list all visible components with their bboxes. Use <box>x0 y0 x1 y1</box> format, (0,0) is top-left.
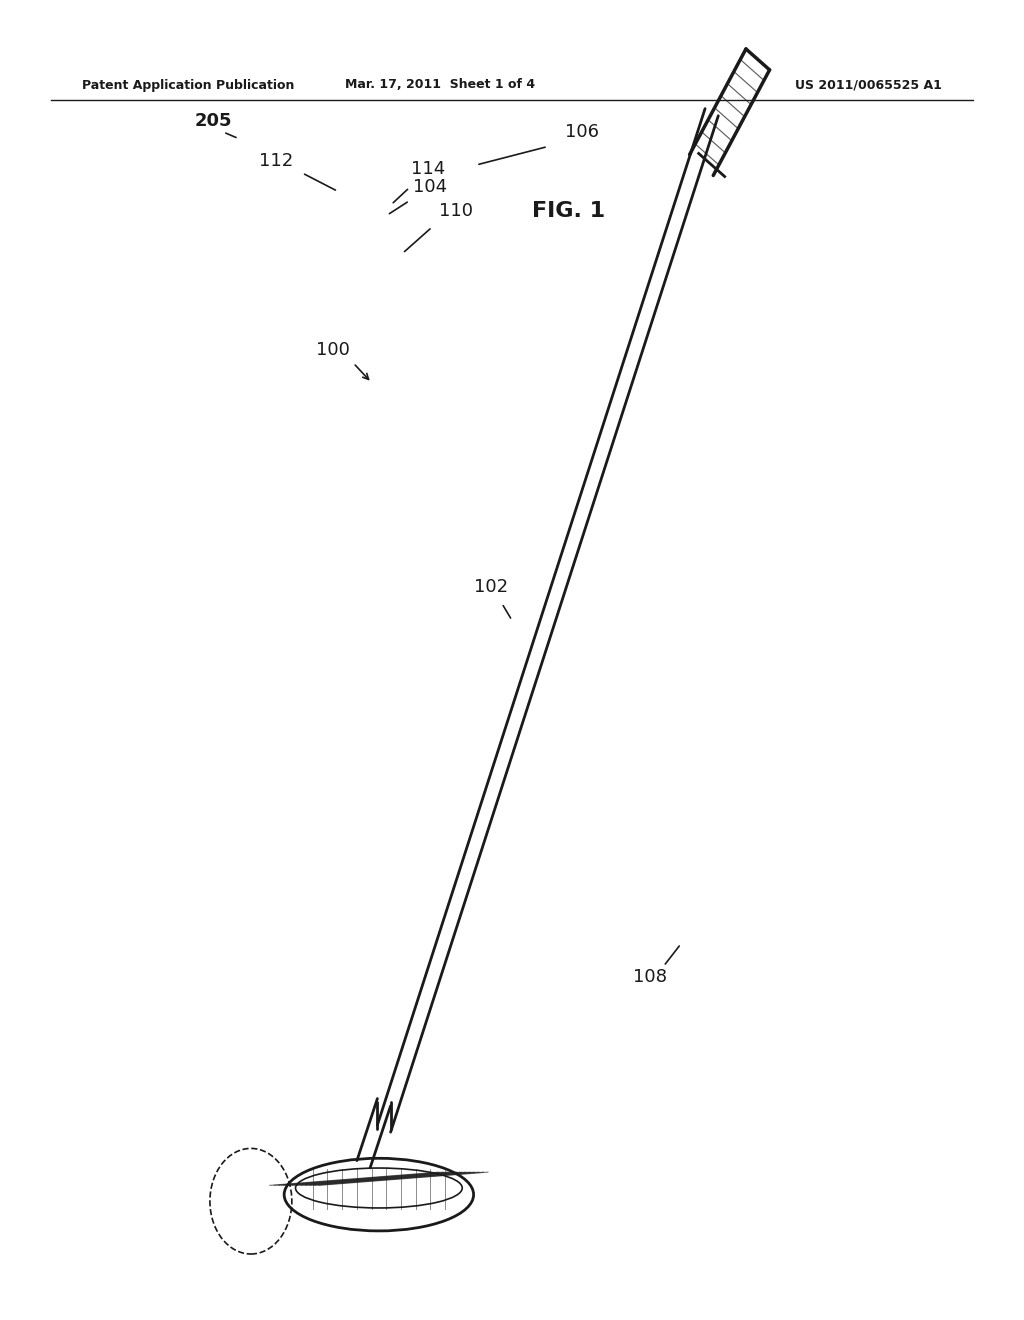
Text: 112: 112 <box>259 152 294 170</box>
Text: 106: 106 <box>564 123 599 141</box>
Text: 102: 102 <box>474 578 509 597</box>
Text: US 2011/0065525 A1: US 2011/0065525 A1 <box>796 78 942 91</box>
Text: Patent Application Publication: Patent Application Publication <box>82 78 294 91</box>
Text: 100: 100 <box>315 341 350 359</box>
Text: FIG. 1: FIG. 1 <box>531 201 605 222</box>
Text: 104: 104 <box>413 178 447 197</box>
Text: 114: 114 <box>411 160 445 178</box>
Text: 108: 108 <box>633 968 668 986</box>
Text: 205: 205 <box>195 112 231 131</box>
Text: 110: 110 <box>438 202 473 220</box>
Text: Mar. 17, 2011  Sheet 1 of 4: Mar. 17, 2011 Sheet 1 of 4 <box>345 78 536 91</box>
